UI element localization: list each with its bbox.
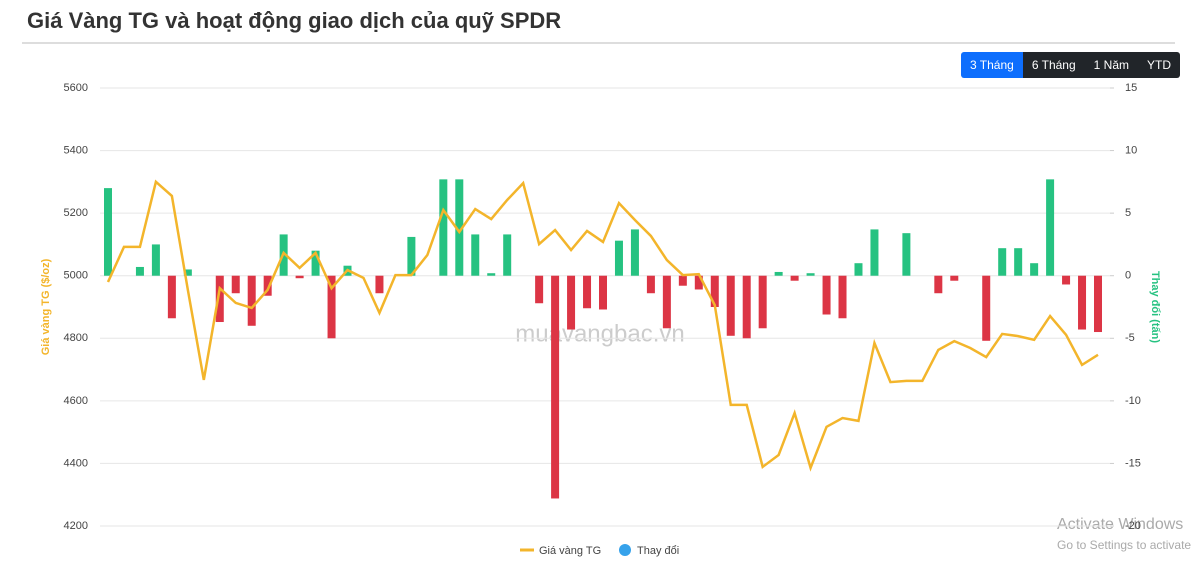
bar xyxy=(471,234,480,276)
range-button[interactable]: 6 Tháng xyxy=(1022,52,1085,78)
bar xyxy=(183,269,192,276)
legend-swatch xyxy=(619,544,631,556)
bar xyxy=(1046,179,1055,276)
y2-axis-label: Thay đổi (tấn) xyxy=(1149,271,1161,343)
bar xyxy=(1014,248,1023,276)
bar xyxy=(614,240,623,276)
range-button[interactable]: 3 Tháng xyxy=(961,52,1023,78)
bar xyxy=(327,275,336,339)
y2-tick-label: -15 xyxy=(1125,457,1141,469)
bar xyxy=(662,275,671,329)
bar xyxy=(950,275,959,281)
bar xyxy=(263,275,272,296)
bar xyxy=(710,275,719,307)
title: Giá Vàng TG và hoạt động giao dịch của q… xyxy=(27,8,561,33)
bar xyxy=(535,275,544,304)
bar xyxy=(854,263,863,276)
watermark: muavangbac.vn xyxy=(515,320,684,347)
bar xyxy=(630,229,639,276)
y2-tick-label: -20 xyxy=(1125,520,1141,532)
bar xyxy=(1062,275,1071,285)
bar xyxy=(503,234,512,276)
line xyxy=(106,179,1099,472)
bar xyxy=(247,275,256,326)
bar xyxy=(902,233,911,276)
y-tick-label: 4400 xyxy=(64,457,88,469)
bar xyxy=(311,250,320,276)
y-tick-label: 4600 xyxy=(64,395,88,407)
bar xyxy=(1078,275,1087,330)
range-buttons: 3 Tháng 6 Tháng 1 Năm YTD xyxy=(961,52,1180,78)
y-axis-label: Giá vàng TG ($/oz) xyxy=(40,258,52,355)
overlay-text: Go to Settings to activate xyxy=(1057,538,1191,552)
bar xyxy=(583,275,592,309)
bar xyxy=(215,275,224,323)
bar xyxy=(742,275,751,339)
y-tick-label: 4800 xyxy=(64,332,88,344)
bar xyxy=(375,275,384,294)
bar xyxy=(455,179,464,276)
bar xyxy=(646,275,655,294)
y2-tick-label: -5 xyxy=(1125,332,1135,344)
bar xyxy=(998,248,1007,276)
y-tick-label: 5400 xyxy=(64,144,88,156)
bar xyxy=(551,275,560,499)
bar xyxy=(774,271,783,276)
bar xyxy=(567,275,576,330)
bar xyxy=(822,275,831,315)
bar xyxy=(295,275,304,279)
bar xyxy=(838,275,847,319)
bar xyxy=(439,179,448,276)
bar xyxy=(934,275,943,294)
bar xyxy=(694,275,703,290)
y2-tick-label: 5 xyxy=(1125,207,1131,219)
y2-tick-label: -10 xyxy=(1125,395,1141,407)
overlay-text: Activate Windows xyxy=(1057,516,1183,533)
bar xyxy=(487,273,496,276)
y-tick-label: 5000 xyxy=(64,270,88,282)
bar xyxy=(407,236,416,276)
bar xyxy=(231,275,240,294)
legend-label: Thay đổi xyxy=(637,545,679,557)
legend-label: Giá vàng TG xyxy=(539,545,601,557)
y-tick-label: 5200 xyxy=(64,207,88,219)
range-button[interactable]: 1 Năm xyxy=(1084,52,1138,78)
bar xyxy=(1094,275,1102,333)
bar xyxy=(726,275,735,336)
bar xyxy=(790,275,799,281)
bar xyxy=(151,244,160,276)
range-button[interactable]: YTD xyxy=(1138,52,1180,78)
y2-tick-label: 0 xyxy=(1125,270,1131,282)
bar xyxy=(806,273,815,276)
y2-tick-label: 15 xyxy=(1125,82,1137,94)
bar xyxy=(678,275,687,286)
bar xyxy=(758,275,767,329)
bar xyxy=(982,275,991,341)
bar xyxy=(167,275,176,319)
bar xyxy=(599,275,607,310)
bar xyxy=(1030,263,1039,276)
y-tick-label: 5600 xyxy=(64,82,88,94)
bar xyxy=(104,188,112,276)
bar xyxy=(135,266,144,276)
y-tick-label: 4200 xyxy=(64,520,88,532)
y2-tick-label: 10 xyxy=(1125,144,1137,156)
bar xyxy=(870,229,879,276)
